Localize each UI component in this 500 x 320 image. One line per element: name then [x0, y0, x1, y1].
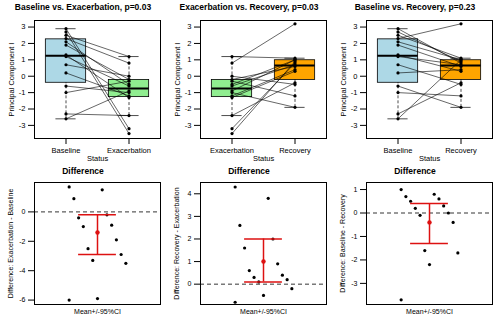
svg-text:Difference: Recovery - Exacerb: Difference: Recovery - Exacerbation	[173, 187, 181, 299]
svg-text:0: 0	[188, 280, 192, 287]
svg-text:4: 4	[188, 190, 192, 197]
svg-text:-6: -6	[19, 296, 25, 303]
svg-text:Difference: Baseline - Recover: Difference: Baseline - Recovery	[339, 194, 347, 293]
svg-text:-2: -2	[19, 238, 25, 245]
svg-text:3: 3	[21, 22, 25, 31]
svg-text:Principal Component I: Principal Component I	[339, 43, 348, 117]
svg-text:-2: -2	[185, 104, 192, 113]
svg-text:-3: -3	[351, 121, 358, 130]
svg-text:Exacerbation: Exacerbation	[210, 146, 254, 155]
svg-text:Status: Status	[419, 154, 441, 163]
svg-text:Baseline: Baseline	[52, 146, 81, 155]
html-text:Baseline vs. Recovery, p=0.23: Baseline vs. Recovery, p=0.23	[354, 2, 476, 12]
svg-text:3: 3	[353, 22, 357, 31]
html-text:Difference: Difference	[228, 166, 270, 176]
svg-text:0: 0	[354, 209, 358, 216]
svg-text:Mean+/-95%CI: Mean+/-95%CI	[406, 308, 453, 315]
svg-text:Baseline: Baseline	[384, 146, 413, 155]
svg-text:Recovery: Recovery	[445, 146, 477, 155]
svg-text:0: 0	[22, 208, 26, 215]
svg-text:Exacerbation: Exacerbation	[107, 146, 151, 155]
svg-text:0: 0	[21, 72, 25, 81]
svg-text:1: 1	[188, 258, 192, 265]
svg-text:-1: -1	[19, 88, 26, 97]
svg-text:Recovery: Recovery	[279, 146, 311, 155]
html-text:Exacerbation vs. Recovery, p=0: Exacerbation vs. Recovery, p=0.03	[179, 2, 319, 12]
svg-text:1: 1	[354, 186, 358, 193]
svg-text:3: 3	[187, 22, 191, 31]
svg-text:1: 1	[353, 55, 357, 64]
svg-text:Principal Component I: Principal Component I	[173, 43, 182, 117]
svg-text:Status: Status	[253, 154, 275, 163]
svg-text:Status: Status	[87, 154, 109, 163]
svg-text:2: 2	[188, 235, 192, 242]
svg-text:Mean+/-95%CI: Mean+/-95%CI	[240, 308, 287, 315]
svg-text:1: 1	[21, 55, 25, 64]
svg-text:Mean+/-95%CI: Mean+/-95%CI	[74, 308, 121, 315]
svg-text:3: 3	[188, 213, 192, 220]
svg-text:2: 2	[187, 39, 191, 48]
svg-text:-3: -3	[185, 121, 192, 130]
svg-text:1: 1	[187, 55, 191, 64]
svg-text:2: 2	[21, 39, 25, 48]
html-text:Difference: Difference	[394, 166, 436, 176]
html-text:Baseline vs. Exacerbation, p=0: Baseline vs. Exacerbation, p=0.03	[14, 2, 152, 12]
svg-text:-4: -4	[19, 267, 25, 274]
svg-text:Difference: Exacerbation - Bas: Difference: Exacerbation - Baseline	[7, 189, 14, 299]
svg-text:-3: -3	[19, 121, 26, 130]
svg-text:-1: -1	[185, 88, 192, 97]
svg-text:Principal Component I: Principal Component I	[7, 43, 16, 117]
svg-text:-2: -2	[19, 104, 26, 113]
svg-text:-1: -1	[351, 233, 357, 240]
svg-text:0: 0	[353, 72, 357, 81]
svg-text:-3: -3	[351, 280, 357, 287]
svg-text:-1: -1	[351, 88, 358, 97]
svg-text:-2: -2	[351, 256, 357, 263]
svg-text:-2: -2	[351, 104, 358, 113]
html-text:Difference: Difference	[62, 166, 104, 176]
svg-text:2: 2	[353, 39, 357, 48]
svg-text:0: 0	[187, 72, 191, 81]
